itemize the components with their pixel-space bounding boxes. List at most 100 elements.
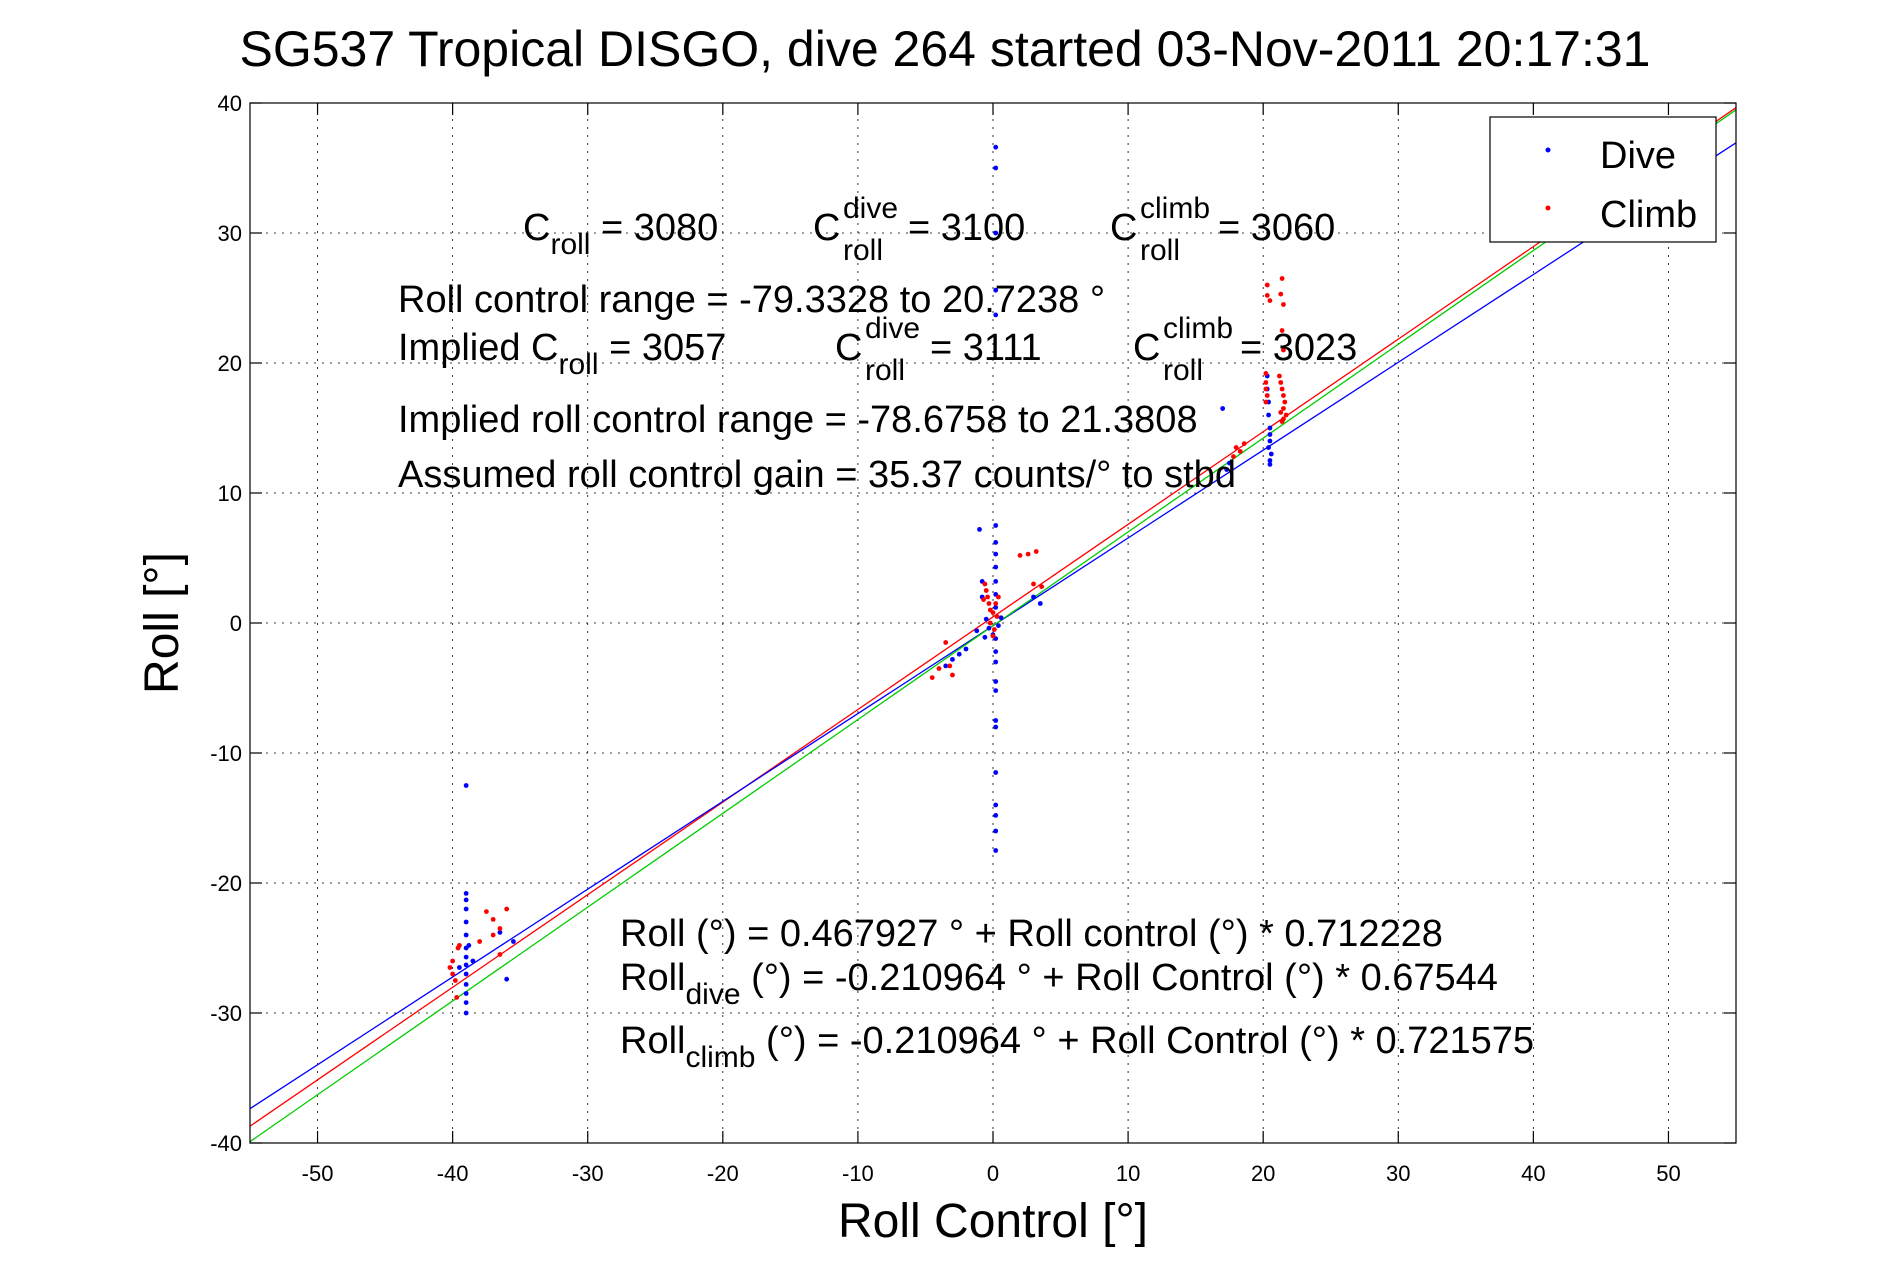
data-point xyxy=(1267,438,1273,444)
fit-line-climb xyxy=(250,109,1736,1143)
fit-line-combined xyxy=(250,107,1736,1127)
implied-c-roll-climb-sub: roll xyxy=(1163,354,1203,387)
data-point xyxy=(1267,458,1273,463)
y-axis-label: Roll [°] xyxy=(136,552,189,694)
c-roll-climb-text: C xyxy=(1110,207,1137,249)
series-climb xyxy=(447,276,1289,1000)
data-point xyxy=(497,926,503,931)
data-point xyxy=(993,659,999,665)
data-point xyxy=(1279,419,1285,424)
data-point xyxy=(497,930,503,935)
data-point xyxy=(996,594,1001,600)
data-point xyxy=(993,770,999,775)
c-roll-dive-value: = 3100 xyxy=(908,207,1025,249)
implied-c-roll-dive-sup: dive xyxy=(865,312,920,345)
data-point xyxy=(1279,386,1285,392)
c-roll-climb-sub: roll xyxy=(1140,234,1180,267)
data-point xyxy=(511,939,516,944)
data-point xyxy=(993,848,999,853)
x-axis-label: Roll Control [°] xyxy=(838,1195,1148,1248)
implied-c-roll-dive-sub: roll xyxy=(865,354,905,387)
data-point xyxy=(993,579,999,584)
roll-control-range: Roll control range = -79.3328 to 20.7238… xyxy=(398,279,1105,321)
data-point xyxy=(1264,393,1270,398)
implied-c-roll-dive-value: = 3111 xyxy=(930,327,1042,369)
y-tick-label: 0 xyxy=(230,611,242,636)
c-roll-climb-value: = 3060 xyxy=(1218,207,1335,249)
data-points xyxy=(447,144,1289,1016)
axis-ticks xyxy=(250,102,1736,1144)
data-point xyxy=(1281,393,1286,398)
data-point xyxy=(463,971,469,977)
y-tick-label: 40 xyxy=(218,91,242,116)
data-point xyxy=(1266,412,1271,418)
roll-dive-equation: Rolldive (°) = -0.210964 ° + Roll Contro… xyxy=(620,957,1498,1011)
data-point xyxy=(993,523,999,528)
data-point xyxy=(974,628,980,634)
y-tick-label: 20 xyxy=(218,351,242,376)
data-point xyxy=(1039,584,1045,589)
x-tick-label: 10 xyxy=(1116,1161,1140,1186)
data-point xyxy=(998,615,1004,621)
y-tick-label: 30 xyxy=(218,221,242,246)
data-point xyxy=(983,616,989,622)
data-point xyxy=(983,588,989,593)
data-point xyxy=(993,287,999,293)
data-point xyxy=(1278,291,1284,297)
x-tick-label: -20 xyxy=(707,1161,739,1186)
y-tick-label: -20 xyxy=(210,871,242,896)
x-tick-label: 50 xyxy=(1656,1161,1680,1186)
data-point xyxy=(993,718,999,723)
data-point xyxy=(463,932,469,938)
data-point xyxy=(463,1000,469,1005)
data-point xyxy=(993,230,999,236)
data-point xyxy=(1283,412,1289,418)
data-point xyxy=(1278,410,1284,415)
data-point xyxy=(1033,549,1039,554)
implied-c-roll-climb-sup: climb xyxy=(1163,312,1233,345)
data-point xyxy=(497,952,503,957)
x-tick-label: 20 xyxy=(1251,1161,1275,1186)
data-point xyxy=(1267,425,1273,431)
y-tick-label: -30 xyxy=(210,1001,242,1026)
data-point xyxy=(1037,601,1043,606)
data-point xyxy=(993,649,999,654)
chart-title: SG537 Tropical DISGO, dive 264 started 0… xyxy=(240,21,1651,77)
x-tick-label: -50 xyxy=(302,1161,334,1186)
data-point xyxy=(1237,449,1243,454)
implied-c-roll-dive-text: C xyxy=(835,327,862,369)
data-point xyxy=(993,564,999,570)
roll-equation: Roll (°) = 0.467927 ° + Roll control (°)… xyxy=(620,913,1443,955)
data-point xyxy=(950,672,955,678)
data-point xyxy=(484,909,489,914)
data-point xyxy=(993,601,999,606)
c-roll-dive-sub: roll xyxy=(843,234,883,267)
data-point xyxy=(463,906,469,912)
x-tick-label: 30 xyxy=(1386,1161,1410,1186)
data-point xyxy=(1264,293,1270,298)
data-point xyxy=(504,976,510,982)
data-point xyxy=(463,982,469,987)
data-point xyxy=(463,783,469,788)
data-point xyxy=(993,540,999,545)
x-tick-label: -10 xyxy=(842,1161,874,1186)
data-point xyxy=(1241,441,1247,446)
data-point xyxy=(1278,380,1284,385)
data-point xyxy=(993,165,999,171)
data-point xyxy=(463,919,469,925)
data-point xyxy=(1025,551,1031,557)
data-point xyxy=(936,666,942,671)
data-point xyxy=(993,312,999,318)
legend: Dive Climb xyxy=(1489,116,1717,243)
c-roll-text: Croll = 3080 xyxy=(523,207,718,261)
data-point xyxy=(990,633,996,639)
legend-label-climb: Climb xyxy=(1600,194,1697,236)
data-point xyxy=(993,679,999,684)
x-tick-label: -40 xyxy=(437,1161,469,1186)
grid xyxy=(250,103,1736,1143)
data-point xyxy=(470,958,476,964)
implied-c-roll-climb-text: C xyxy=(1133,327,1160,369)
implied-roll-control-range: Implied roll control range = -78.6758 to… xyxy=(398,399,1198,441)
data-point xyxy=(1263,386,1269,392)
data-point xyxy=(1279,276,1285,281)
